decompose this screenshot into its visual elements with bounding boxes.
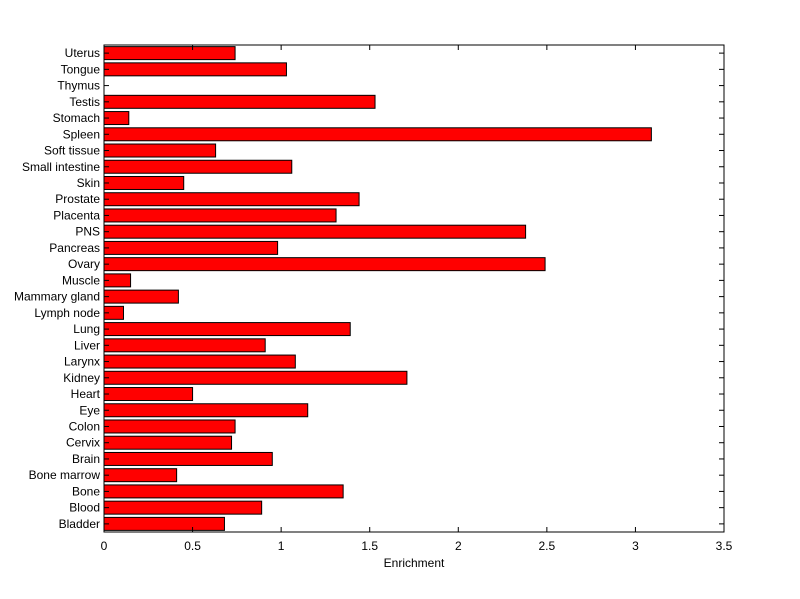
x-tick-label: 0.5 [184, 539, 201, 553]
bar-21 [103, 175, 185, 190]
y-tick-label: Lymph node [34, 306, 100, 320]
x-tick-label: 1 [278, 539, 285, 553]
bar-4 [103, 451, 273, 466]
y-tick-label: Ovary [68, 257, 100, 271]
bar-5 [103, 435, 233, 450]
y-tick-label: Lung [73, 322, 100, 336]
x-tick-label: 2.5 [539, 539, 556, 553]
y-tick-label: Uterus [65, 46, 100, 60]
bar-2 [103, 484, 344, 499]
bar-29 [103, 46, 236, 61]
bar-20 [103, 192, 360, 207]
y-tick-label: Heart [71, 387, 101, 401]
bar-26 [103, 94, 376, 109]
y-tick-label: Brain [72, 452, 100, 466]
y-tick-label: Mammary gland [14, 290, 100, 304]
bar-19 [103, 208, 337, 223]
x-tick-label: 1.5 [361, 539, 378, 553]
bar-18 [103, 224, 527, 239]
y-tick-label: Larynx [64, 355, 100, 369]
y-tick-label: Cervix [66, 436, 100, 450]
y-tick-label: Blood [69, 501, 100, 515]
plot-frame [103, 44, 725, 533]
y-tick-label: Thymus [57, 79, 100, 93]
bar-16 [103, 257, 546, 272]
y-tick-label: Stomach [53, 111, 100, 125]
bar-12 [103, 322, 351, 337]
y-tick-label: Placenta [53, 208, 100, 222]
bar-28 [103, 62, 287, 77]
bars-group [103, 46, 652, 531]
y-tick-label: Small intestine [22, 160, 100, 174]
bar-8 [103, 387, 194, 402]
bar-24 [103, 127, 652, 142]
x-tick-label: 2 [455, 539, 462, 553]
y-tick-label: Pancreas [49, 241, 100, 255]
bar-9 [103, 370, 408, 385]
x-tick-label: 0 [101, 539, 108, 553]
y-tick-label: Prostate [55, 192, 100, 206]
bar-7 [103, 403, 309, 418]
x-axis-title: Enrichment [384, 556, 445, 570]
bar-10 [103, 354, 296, 369]
bar-17 [103, 240, 279, 255]
y-axis: Bladder Blood Bone Bone marrow Brain Cervix Co… [14, 46, 724, 531]
bar-6 [103, 419, 236, 434]
y-tick-label: Spleen [63, 127, 100, 141]
bar-14 [103, 289, 179, 304]
y-tick-label: Liver [74, 338, 100, 352]
y-tick-label: Bone marrow [29, 468, 101, 482]
y-tick-label: Skin [77, 176, 100, 190]
y-tick-label: Tongue [61, 62, 101, 76]
bar-23 [103, 143, 217, 158]
y-tick-label: Soft tissue [44, 144, 100, 158]
bar-0 [103, 516, 225, 531]
x-axis: 0 0.5 1 1.5 2 2.5 3 3.5 [101, 45, 733, 553]
y-tick-label: PNS [75, 225, 100, 239]
y-tick-label: Testis [69, 95, 100, 109]
x-tick-label: 3.5 [716, 539, 733, 553]
bar-22 [103, 159, 293, 174]
bar-11 [103, 338, 266, 353]
y-tick-label: Colon [69, 419, 100, 433]
bar-3 [103, 468, 178, 483]
y-tick-label: Bladder [59, 517, 100, 531]
x-tick-label: 3 [632, 539, 639, 553]
y-tick-label: Muscle [62, 273, 100, 287]
y-tick-label: Kidney [63, 371, 100, 385]
bar-1 [103, 500, 263, 515]
y-tick-label: Eye [79, 403, 100, 417]
y-tick-label: Bone [72, 484, 100, 498]
